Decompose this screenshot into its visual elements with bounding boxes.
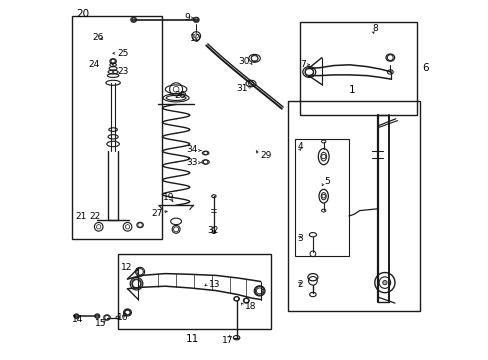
Text: 9: 9 <box>183 13 189 22</box>
Text: 13: 13 <box>209 280 220 289</box>
Text: 25: 25 <box>118 49 129 58</box>
Text: 16: 16 <box>117 313 128 322</box>
Bar <box>294 139 348 256</box>
Bar <box>118 254 271 329</box>
Text: 24: 24 <box>88 60 99 69</box>
Text: 8: 8 <box>371 24 377 33</box>
Text: 10: 10 <box>189 34 201 43</box>
Text: 27: 27 <box>151 209 163 217</box>
Text: 21: 21 <box>75 212 86 221</box>
Text: 7: 7 <box>299 60 305 69</box>
Text: 28: 28 <box>174 91 185 100</box>
Text: 31: 31 <box>235 84 247 93</box>
Text: 18: 18 <box>244 302 256 311</box>
Bar <box>288 101 419 311</box>
Text: 1: 1 <box>348 85 355 95</box>
Text: 23: 23 <box>118 68 129 77</box>
Text: 3: 3 <box>297 234 303 243</box>
Text: 11: 11 <box>185 334 199 344</box>
Text: 33: 33 <box>186 158 197 167</box>
Text: 5: 5 <box>324 177 329 186</box>
Text: 22: 22 <box>89 212 100 221</box>
Text: 34: 34 <box>186 145 197 154</box>
Text: 15: 15 <box>95 320 106 328</box>
Text: 30: 30 <box>238 57 250 66</box>
Text: 26: 26 <box>92 33 104 42</box>
Text: 2: 2 <box>297 280 303 289</box>
Text: 20: 20 <box>76 9 89 19</box>
Text: 14: 14 <box>72 315 83 324</box>
Text: 29: 29 <box>260 151 271 160</box>
Text: 19: 19 <box>163 193 174 202</box>
Text: 17: 17 <box>221 336 232 345</box>
Bar <box>300 22 416 115</box>
Text: 6: 6 <box>421 63 427 73</box>
Text: 12: 12 <box>121 263 132 271</box>
Circle shape <box>382 280 386 285</box>
Bar <box>72 16 162 239</box>
Text: 32: 32 <box>207 226 218 235</box>
Text: 4: 4 <box>297 143 303 152</box>
